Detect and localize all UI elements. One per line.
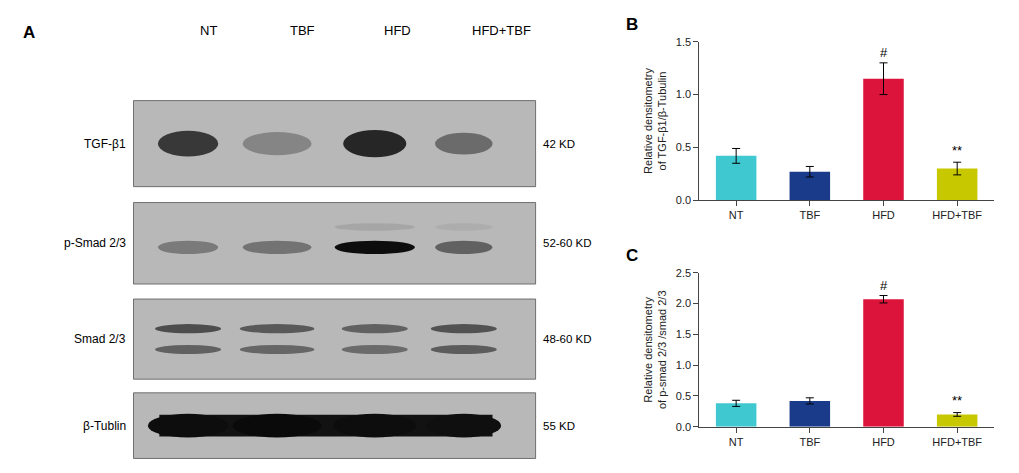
svg-text:TGF-β1: TGF-β1	[84, 137, 126, 151]
svg-text:β-Tublin: β-Tublin	[83, 419, 126, 433]
svg-text:0.5: 0.5	[676, 141, 691, 153]
svg-text:2.5: 2.5	[676, 267, 691, 279]
svg-text:Smad 2/3: Smad 2/3	[74, 332, 126, 346]
svg-text:HFD: HFD	[872, 436, 895, 448]
svg-text:1.0: 1.0	[676, 359, 691, 371]
svg-text:HFD+TBF: HFD+TBF	[472, 23, 531, 38]
svg-text:0.0: 0.0	[676, 421, 691, 433]
svg-text:HFD+TBF: HFD+TBF	[932, 436, 982, 448]
svg-text:B: B	[626, 15, 638, 34]
svg-text:2.0: 2.0	[676, 297, 691, 309]
svg-text:#: #	[880, 278, 888, 293]
svg-text:#: #	[880, 45, 888, 60]
svg-text:0.5: 0.5	[676, 390, 691, 402]
svg-text:0.0: 0.0	[676, 194, 691, 206]
svg-text:55 KD: 55 KD	[543, 420, 575, 432]
svg-text:NT: NT	[729, 436, 744, 448]
svg-text:HFD: HFD	[384, 23, 411, 38]
svg-text:Relative densitometryof p-smad: Relative densitometryof p-smad 2/3 /smad…	[642, 290, 668, 409]
svg-text:42 KD: 42 KD	[543, 138, 575, 150]
svg-text:1.5: 1.5	[676, 36, 691, 48]
svg-text:1.0: 1.0	[676, 88, 691, 100]
svg-text:52-60 KD: 52-60 KD	[543, 237, 592, 249]
svg-text:HFD+TBF: HFD+TBF	[932, 209, 982, 221]
svg-text:1.5: 1.5	[676, 328, 691, 340]
svg-text:A: A	[23, 23, 35, 42]
svg-text:**: **	[952, 143, 962, 158]
svg-text:NT: NT	[200, 23, 217, 38]
svg-text:Relative densitometryof TGF-β1: Relative densitometryof TGF-β1/β-Tubulin	[642, 68, 668, 174]
svg-text:TBF: TBF	[799, 209, 820, 221]
svg-text:TBF: TBF	[290, 23, 315, 38]
svg-text:p-Smad 2/3: p-Smad 2/3	[64, 236, 126, 250]
svg-text:C: C	[626, 246, 638, 265]
svg-text:**: **	[952, 393, 962, 408]
svg-text:HFD: HFD	[872, 209, 895, 221]
svg-text:48-60 KD: 48-60 KD	[543, 333, 592, 345]
svg-text:TBF: TBF	[799, 436, 820, 448]
svg-text:NT: NT	[729, 209, 744, 221]
